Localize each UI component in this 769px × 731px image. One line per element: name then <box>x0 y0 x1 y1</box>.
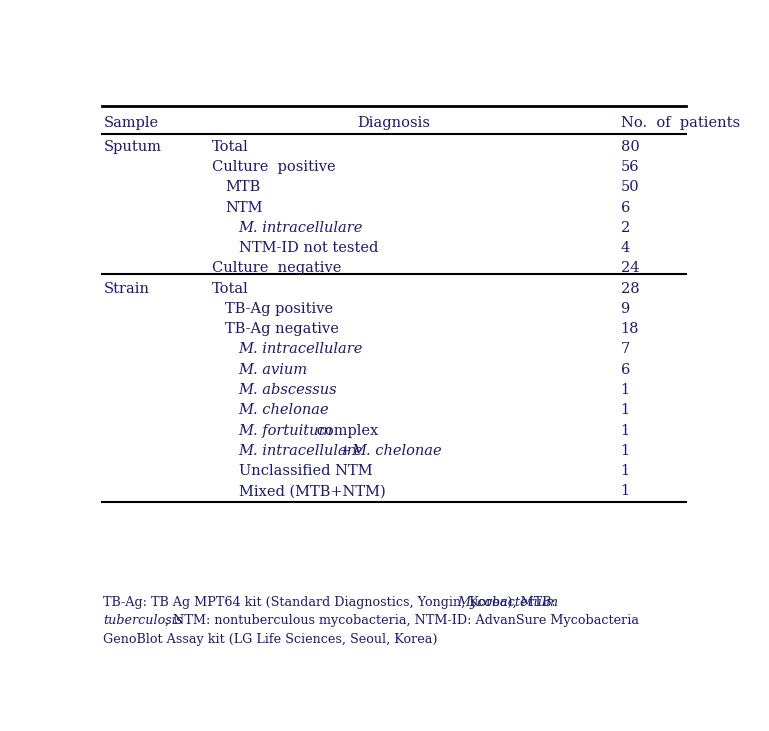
Text: 4: 4 <box>621 241 630 255</box>
Text: 7: 7 <box>621 342 630 357</box>
Text: , NTM: nontuberculous mycobacteria, NTM-ID: AdvanSure Mycobacteria: , NTM: nontuberculous mycobacteria, NTM-… <box>165 614 639 627</box>
Text: 56: 56 <box>621 160 639 174</box>
Text: 1: 1 <box>621 444 630 458</box>
Text: 80: 80 <box>621 140 639 154</box>
Text: 28: 28 <box>621 281 639 295</box>
Text: Total: Total <box>212 281 249 295</box>
Text: +: + <box>335 444 356 458</box>
Text: Sample: Sample <box>103 115 158 129</box>
Text: M. intracellulare: M. intracellulare <box>238 342 363 357</box>
Text: Diagnosis: Diagnosis <box>358 115 431 129</box>
Text: 6: 6 <box>621 363 630 376</box>
Text: NTM: NTM <box>225 200 263 215</box>
Text: M. fortuitum: M. fortuitum <box>238 423 333 438</box>
Text: TB-Ag positive: TB-Ag positive <box>225 302 334 316</box>
Text: Culture  negative: Culture negative <box>212 262 341 276</box>
Text: Strain: Strain <box>103 281 149 295</box>
Text: NTM-ID not tested: NTM-ID not tested <box>238 241 378 255</box>
Text: TB-Ag: TB Ag MPT64 kit (Standard Diagnostics, Yongin, Korea), MTB:: TB-Ag: TB Ag MPT64 kit (Standard Diagnos… <box>103 596 560 609</box>
Text: 9: 9 <box>621 302 630 316</box>
Text: 1: 1 <box>621 383 630 397</box>
Text: M. avium: M. avium <box>238 363 308 376</box>
Text: 18: 18 <box>621 322 639 336</box>
Text: Unclassified NTM: Unclassified NTM <box>238 464 372 478</box>
Text: M. chelonae: M. chelonae <box>351 444 442 458</box>
Text: Mycobacterium: Mycobacterium <box>458 596 558 609</box>
Text: 1: 1 <box>621 464 630 478</box>
Text: GenoBlot Assay kit (LG Life Sciences, Seoul, Korea): GenoBlot Assay kit (LG Life Sciences, Se… <box>103 633 438 645</box>
Text: 1: 1 <box>621 404 630 417</box>
Text: 50: 50 <box>621 181 639 194</box>
Text: Sputum: Sputum <box>103 140 161 154</box>
Text: Total: Total <box>212 140 249 154</box>
Text: No.  of  patients: No. of patients <box>621 115 740 129</box>
Text: 2: 2 <box>621 221 630 235</box>
Text: 1: 1 <box>621 423 630 438</box>
Text: complex: complex <box>311 423 378 438</box>
Text: Culture  positive: Culture positive <box>212 160 336 174</box>
Text: M. intracellulare: M. intracellulare <box>238 444 363 458</box>
Text: M. intracellulare: M. intracellulare <box>238 221 363 235</box>
Text: 1: 1 <box>621 485 630 499</box>
Text: MTB: MTB <box>225 181 261 194</box>
Text: 6: 6 <box>621 200 630 215</box>
Text: 24: 24 <box>621 262 639 276</box>
Text: M. abscessus: M. abscessus <box>238 383 337 397</box>
Text: TB-Ag negative: TB-Ag negative <box>225 322 339 336</box>
Text: M. chelonae: M. chelonae <box>238 404 329 417</box>
Text: tuberculosis: tuberculosis <box>103 614 183 627</box>
Text: Mixed (MTB+NTM): Mixed (MTB+NTM) <box>238 485 385 499</box>
